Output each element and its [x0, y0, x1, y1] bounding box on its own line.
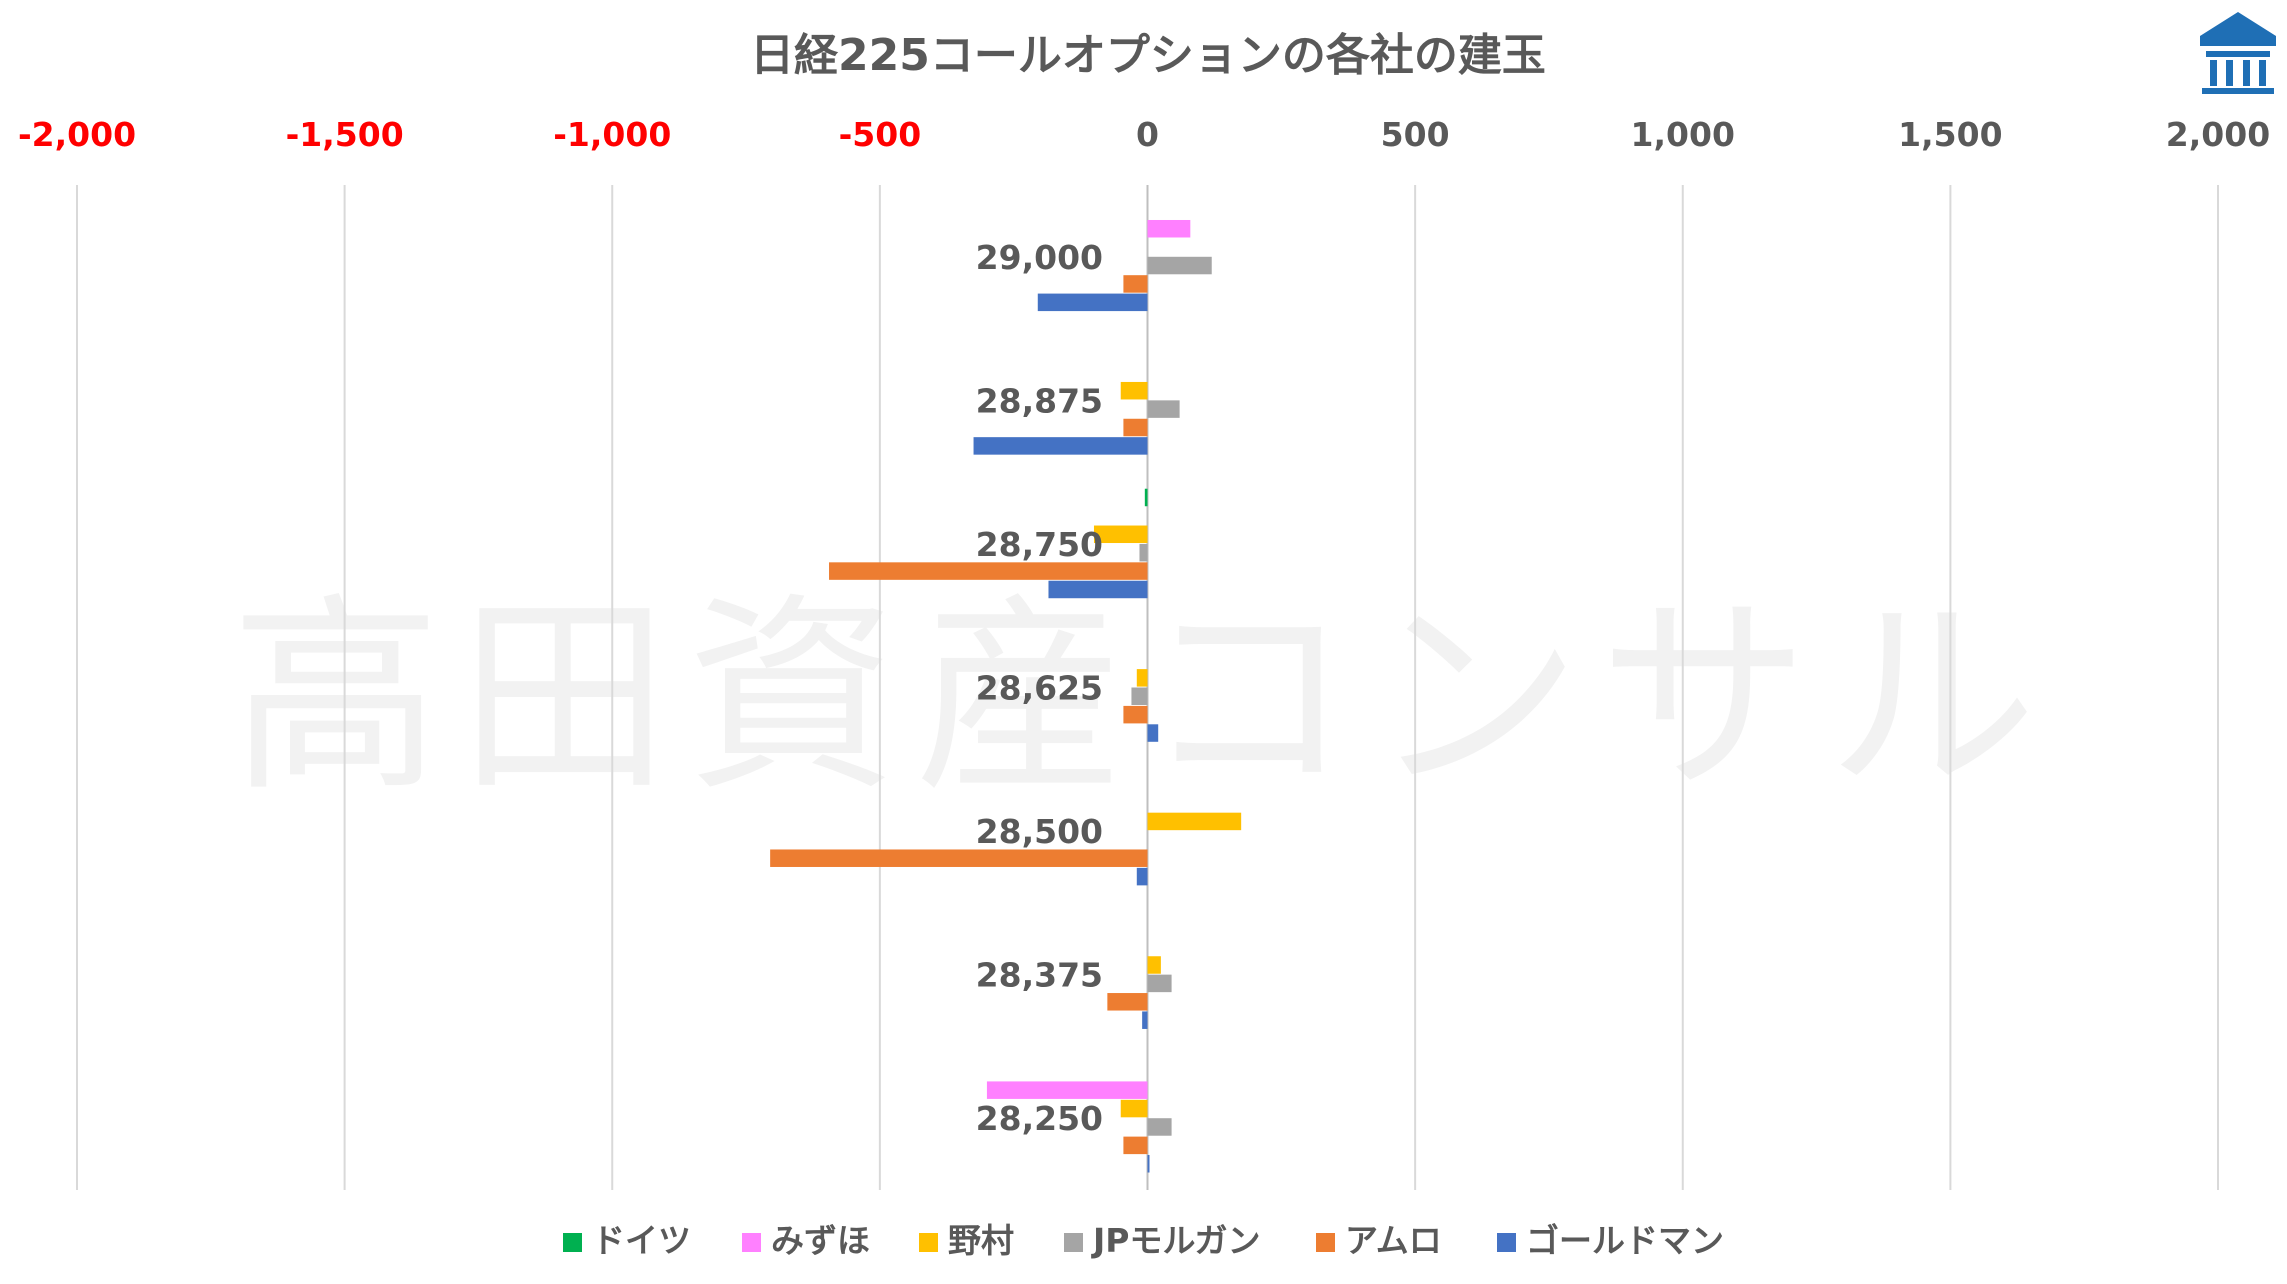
bar	[1123, 705, 1148, 724]
chart-title: 日経225コールオプションの各社の建玉	[750, 30, 1546, 81]
bar	[1147, 219, 1191, 238]
bar	[1123, 1136, 1148, 1155]
x-tick-label: 1,000	[1631, 115, 1735, 154]
x-tick-label: -2,000	[18, 115, 136, 154]
legend-label: みずほ	[771, 1221, 870, 1260]
legend-swatch	[563, 1233, 582, 1252]
x-tick-label: -500	[839, 115, 922, 154]
bar	[1123, 275, 1148, 293]
legend-swatch	[1316, 1233, 1335, 1252]
bar	[1147, 974, 1172, 993]
bar	[1131, 687, 1148, 705]
bar	[1136, 867, 1148, 886]
bar	[1142, 1011, 1148, 1029]
bar	[770, 849, 1148, 867]
bar	[1037, 293, 1148, 312]
bank-building-logo	[2200, 12, 2276, 94]
bar	[1147, 1118, 1172, 1136]
bar	[829, 562, 1148, 580]
legend-label: ゴールドマン	[1526, 1221, 1724, 1260]
bar	[1048, 580, 1148, 599]
category-label: 28,250	[976, 1099, 1103, 1138]
bar	[1093, 525, 1148, 544]
gridlines	[76, 185, 2219, 1190]
legend-label: JPモルガン	[1091, 1221, 1260, 1260]
bar	[1144, 488, 1148, 507]
x-tick-label: 2,000	[2166, 115, 2270, 154]
legend: ドイツ みずほ 野村 JPモルガン アムロ ゴールドマン	[563, 1221, 1724, 1260]
bar	[1107, 993, 1148, 1011]
bar	[1147, 1155, 1150, 1173]
legend-swatch	[919, 1233, 938, 1252]
legend-label: アムロ	[1345, 1221, 1442, 1260]
legend-swatch	[742, 1233, 761, 1252]
x-tick-label: 500	[1381, 115, 1450, 154]
bar	[1147, 956, 1161, 974]
category-labels: 29,000 28,875 28,750 28,625 28,500 28,375 28,2…	[976, 238, 1103, 1138]
legend-label: 野村	[948, 1221, 1014, 1260]
x-tick-label: 1,500	[1898, 115, 2002, 154]
legend-label: ドイツ	[592, 1221, 691, 1260]
category-label: 29,000	[976, 238, 1103, 277]
bar	[1123, 418, 1148, 437]
bar	[1147, 256, 1212, 275]
bar	[1120, 381, 1148, 400]
category-label: 28,750	[976, 525, 1103, 564]
x-tick-label: -1,500	[286, 115, 404, 154]
bar	[1120, 1099, 1148, 1118]
x-axis-ticks: -2,000 -1,500 -1,000 -500 0 500 1,000 1,500 2,00…	[18, 115, 2270, 154]
bar	[1147, 724, 1159, 742]
legend-swatch	[1497, 1233, 1516, 1252]
x-tick-label: -1,000	[553, 115, 671, 154]
category-label: 28,625	[976, 669, 1103, 708]
category-label: 28,500	[976, 812, 1103, 851]
bar	[1147, 812, 1242, 831]
bar	[1136, 669, 1148, 687]
legend-swatch	[1064, 1233, 1083, 1252]
bar	[1147, 400, 1180, 418]
category-label: 28,375	[976, 956, 1103, 995]
bar	[986, 1081, 1148, 1099]
x-tick-label: 0	[1136, 115, 1159, 154]
bars	[770, 219, 1242, 1173]
bar	[1139, 543, 1148, 562]
category-label: 28,875	[976, 381, 1103, 420]
bar	[973, 437, 1148, 455]
